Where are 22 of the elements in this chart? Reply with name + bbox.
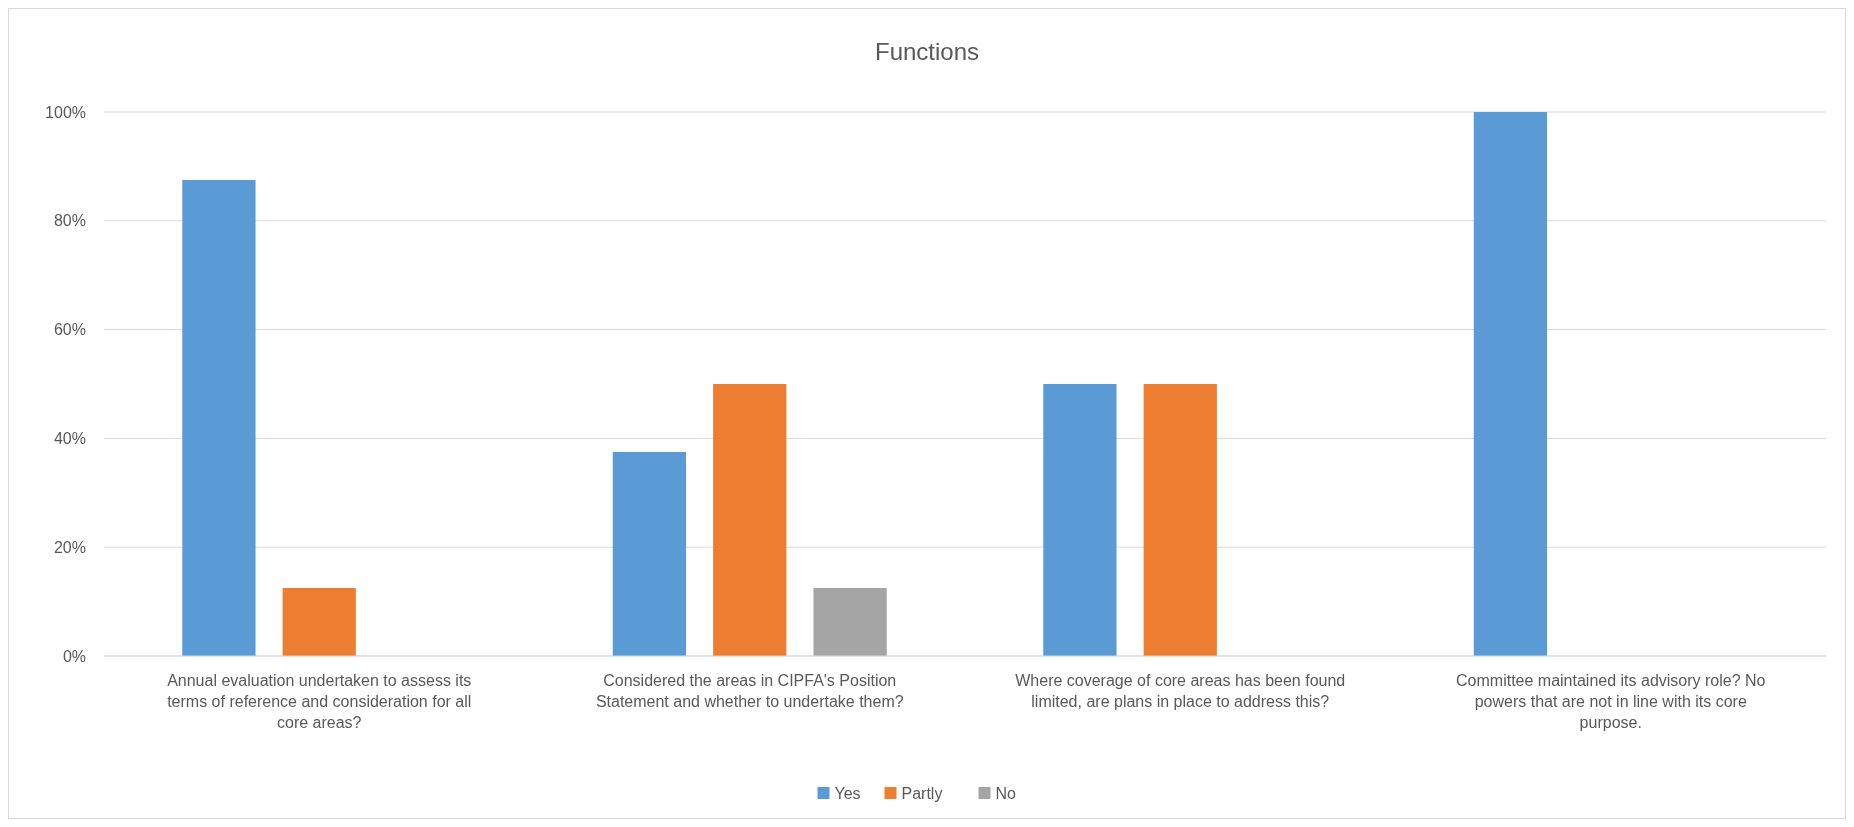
bar [713,384,787,656]
y-tick-label: 0% [62,647,86,665]
bar [1473,112,1548,656]
x-tick-label: Committee maintained its advisory role? No powers that are not in line with its core purpose. [1456,672,1766,731]
legend-label: Yes [834,784,861,802]
y-tick-label: 100% [45,103,86,121]
x-tick-label: Where coverage of core areas has been found limited, are plans in place to address this? [1015,672,1346,710]
bar [813,588,887,656]
y-tick-label: 80% [53,212,86,230]
bar [1043,384,1117,656]
legend-label: No [995,784,1017,802]
x-tick-label: Annual evaluation undertaken to assess its terms of reference and consideration for all core areas? [167,672,472,731]
y-tick-label: 60% [53,321,86,339]
y-tick-label: 40% [53,430,86,447]
bar [182,180,256,656]
bar [282,588,356,656]
legend-label: Partly [901,784,943,802]
x-tick-label: Considered the areas in CIPFA's Position Statement and whether to undertake them? [595,672,904,710]
bar [612,452,687,656]
y-tick-label: 20% [53,538,86,556]
bar [1143,384,1217,656]
chart-title: Functions [874,38,980,65]
